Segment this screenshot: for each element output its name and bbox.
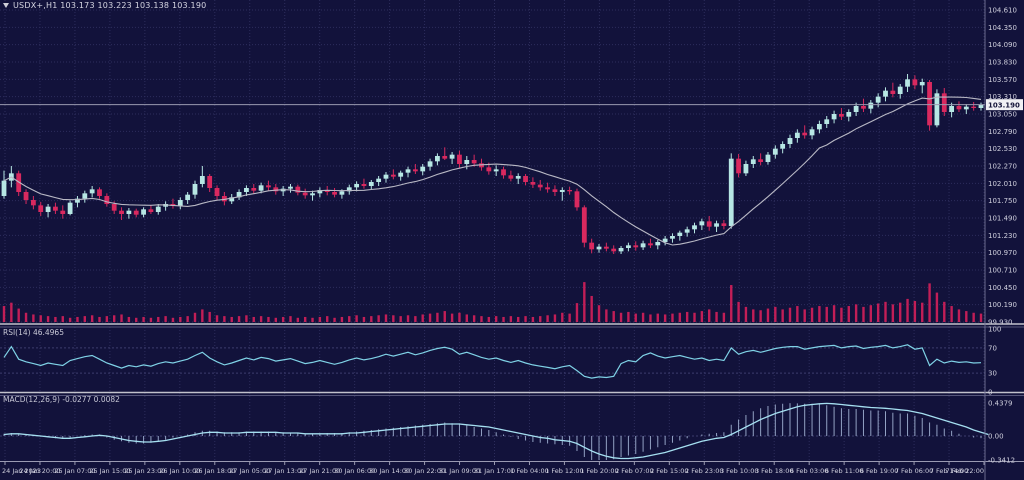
chart-plot-area[interactable] bbox=[0, 0, 985, 461]
svg-text:103.190: 103.190 bbox=[988, 101, 1020, 109]
volume-bars bbox=[2, 282, 983, 322]
svg-text:7 Feb 14:00: 7 Feb 14:00 bbox=[930, 467, 969, 475]
svg-text:102.530: 102.530 bbox=[988, 145, 1017, 153]
svg-text:103.310: 103.310 bbox=[988, 93, 1017, 101]
svg-text:104.350: 104.350 bbox=[988, 24, 1017, 32]
svg-text:2 Feb 07:00: 2 Feb 07:00 bbox=[615, 467, 654, 475]
pane-separators bbox=[0, 323, 1024, 462]
svg-text:25 Jan 07:00: 25 Jan 07:00 bbox=[54, 467, 95, 475]
time-axis-labels: 24 Jan 202324 Jan 20:0025 Jan 07:0025 Ja… bbox=[2, 462, 985, 475]
macd-axis-labels: 0.4379 0.00 -0.3412 bbox=[988, 400, 1015, 465]
svg-text:99.930: 99.930 bbox=[988, 319, 1013, 327]
svg-text:103.830: 103.830 bbox=[988, 59, 1017, 67]
svg-text:6 Feb 19:00: 6 Feb 19:00 bbox=[860, 467, 899, 475]
svg-text:1 Feb 12:00: 1 Feb 12:00 bbox=[545, 467, 584, 475]
svg-text:-0.3412: -0.3412 bbox=[988, 457, 1015, 465]
svg-text:25 Jan 23:00: 25 Jan 23:00 bbox=[124, 467, 165, 475]
svg-text:31 Jan 17:00: 31 Jan 17:00 bbox=[474, 467, 515, 475]
svg-text:102.010: 102.010 bbox=[988, 180, 1017, 188]
price-gridlines bbox=[0, 9, 985, 323]
time-scale[interactable] bbox=[0, 462, 1024, 480]
macd-signal-line bbox=[3, 402, 989, 460]
svg-text:100: 100 bbox=[988, 326, 1001, 334]
rsi-level-lines bbox=[0, 347, 985, 374]
svg-text:6 Feb 03:00: 6 Feb 03:00 bbox=[790, 467, 829, 475]
svg-text:102.270: 102.270 bbox=[988, 163, 1017, 171]
svg-text:100.710: 100.710 bbox=[988, 267, 1017, 275]
svg-text:26 Jan 10:00: 26 Jan 10:00 bbox=[159, 467, 200, 475]
svg-text:7 Feb 22:00: 7 Feb 22:00 bbox=[945, 467, 984, 475]
svg-text:3 Feb 18:00: 3 Feb 18:00 bbox=[755, 467, 794, 475]
svg-text:1 Feb 04:00: 1 Feb 04:00 bbox=[510, 467, 549, 475]
current-price-tag: 103.190 bbox=[986, 99, 1023, 111]
candles-layer bbox=[1, 74, 984, 254]
svg-text:0.4379: 0.4379 bbox=[988, 400, 1013, 408]
svg-text:104.090: 104.090 bbox=[988, 41, 1017, 49]
svg-text:2 Feb 23:00: 2 Feb 23:00 bbox=[685, 467, 724, 475]
svg-text:3 Feb 10:00: 3 Feb 10:00 bbox=[720, 467, 759, 475]
svg-text:100.450: 100.450 bbox=[988, 284, 1017, 292]
svg-text:100.190: 100.190 bbox=[988, 301, 1017, 309]
svg-text:26 Jan 18:00: 26 Jan 18:00 bbox=[194, 467, 235, 475]
svg-text:101.230: 101.230 bbox=[988, 232, 1017, 240]
svg-text:24 Jan 2023: 24 Jan 2023 bbox=[2, 467, 41, 475]
svg-text:100.970: 100.970 bbox=[988, 249, 1017, 257]
svg-text:30 Jan 22:00: 30 Jan 22:00 bbox=[404, 467, 445, 475]
rsi-line bbox=[3, 344, 982, 379]
svg-text:25 Jan 15:00: 25 Jan 15:00 bbox=[89, 467, 130, 475]
vertical-gridlines bbox=[4, 0, 985, 461]
svg-text:27 Jan 21:00: 27 Jan 21:00 bbox=[299, 467, 340, 475]
rsi-axis-labels: 100 70 30 0 bbox=[988, 326, 1001, 397]
svg-text:2 Feb 15:00: 2 Feb 15:00 bbox=[650, 467, 689, 475]
moving-average-line bbox=[3, 96, 982, 246]
svg-text:101.490: 101.490 bbox=[988, 215, 1017, 223]
svg-text:31 Jan 09:00: 31 Jan 09:00 bbox=[439, 467, 480, 475]
svg-text:30 Jan 14:00: 30 Jan 14:00 bbox=[369, 467, 410, 475]
svg-text:0: 0 bbox=[988, 389, 992, 397]
svg-text:104.610: 104.610 bbox=[988, 7, 1017, 15]
svg-text:27 Jan 05:00: 27 Jan 05:00 bbox=[229, 467, 270, 475]
svg-text:7 Feb 06:00: 7 Feb 06:00 bbox=[895, 467, 934, 475]
price-scale[interactable] bbox=[985, 0, 1024, 461]
svg-text:30: 30 bbox=[988, 370, 997, 378]
svg-text:101.750: 101.750 bbox=[988, 197, 1017, 205]
svg-text:0.00: 0.00 bbox=[988, 433, 1004, 441]
svg-text:70: 70 bbox=[988, 344, 997, 352]
svg-text:24 Jan 20:00: 24 Jan 20:00 bbox=[19, 467, 60, 475]
svg-text:103.570: 103.570 bbox=[988, 76, 1017, 84]
svg-text:1 Feb 20:00: 1 Feb 20:00 bbox=[580, 467, 619, 475]
svg-text:27 Jan 13:00: 27 Jan 13:00 bbox=[264, 467, 305, 475]
price-axis-labels: 104.610 104.350 104.090 103.830 103.570 103.3… bbox=[988, 7, 1017, 327]
svg-text:6 Feb 11:00: 6 Feb 11:00 bbox=[825, 467, 864, 475]
svg-text:103.050: 103.050 bbox=[988, 111, 1017, 119]
svg-text:102.790: 102.790 bbox=[988, 128, 1017, 136]
svg-text:30 Jan 06:00: 30 Jan 06:00 bbox=[334, 467, 375, 475]
